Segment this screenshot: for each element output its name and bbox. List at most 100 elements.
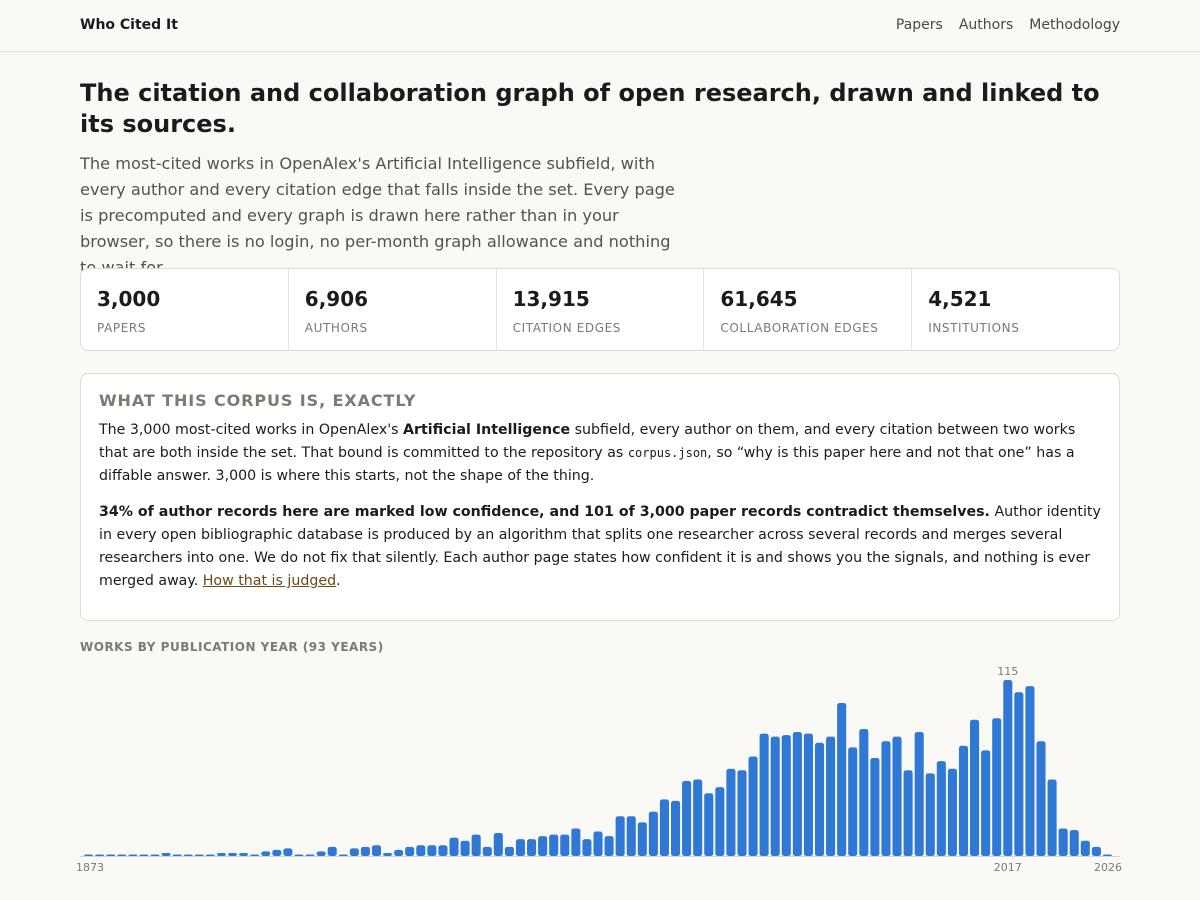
- year-bar[interactable]: [471, 834, 481, 856]
- year-bar[interactable]: [460, 840, 470, 856]
- year-bar[interactable]: [693, 779, 703, 856]
- year-bar[interactable]: [770, 736, 780, 856]
- year-bar[interactable]: [139, 854, 149, 856]
- year-bar[interactable]: [748, 756, 758, 856]
- year-bar[interactable]: [1025, 686, 1035, 856]
- year-bar[interactable]: [582, 839, 592, 856]
- year-bar[interactable]: [981, 750, 991, 856]
- year-bar[interactable]: [427, 845, 437, 856]
- year-bar[interactable]: [549, 834, 559, 856]
- year-bar[interactable]: [150, 854, 160, 856]
- year-bar[interactable]: [1102, 854, 1112, 856]
- nav-authors-link[interactable]: Authors: [958, 17, 1014, 33]
- year-bar[interactable]: [826, 736, 836, 856]
- year-bar[interactable]: [726, 768, 736, 856]
- year-bar[interactable]: [383, 852, 393, 856]
- year-bar[interactable]: [737, 770, 747, 856]
- year-bar[interactable]: [837, 702, 847, 856]
- year-bar[interactable]: [515, 839, 526, 856]
- year-bar[interactable]: [1003, 680, 1013, 856]
- year-bar[interactable]: [659, 799, 669, 856]
- year-bar[interactable]: [803, 733, 813, 856]
- nav-methodology-link[interactable]: Methodology: [1029, 17, 1120, 33]
- year-bar[interactable]: [781, 735, 791, 856]
- year-bar[interactable]: [848, 747, 858, 856]
- year-bar[interactable]: [1080, 840, 1090, 856]
- year-bar[interactable]: [327, 846, 337, 856]
- year-bar[interactable]: [936, 761, 946, 856]
- year-bar[interactable]: [117, 854, 127, 856]
- year-bar[interactable]: [814, 742, 825, 856]
- year-bar[interactable]: [161, 852, 171, 856]
- year-bar[interactable]: [626, 816, 636, 856]
- year-bar[interactable]: [250, 854, 260, 856]
- year-bar[interactable]: [438, 845, 448, 856]
- year-bar[interactable]: [405, 846, 415, 856]
- year-bar[interactable]: [682, 781, 692, 856]
- year-bar[interactable]: [1091, 846, 1101, 856]
- year-bar[interactable]: [183, 854, 193, 856]
- year-bar[interactable]: [205, 854, 215, 856]
- year-bar[interactable]: [958, 745, 969, 856]
- year-bar[interactable]: [903, 770, 913, 856]
- year-bar[interactable]: [992, 718, 1002, 856]
- year-bar[interactable]: [316, 851, 326, 856]
- year-bar[interactable]: [604, 836, 614, 856]
- year-bar[interactable]: [1036, 741, 1046, 856]
- year-bar[interactable]: [272, 849, 282, 856]
- year-bar[interactable]: [881, 741, 891, 856]
- year-bar[interactable]: [416, 845, 426, 856]
- year-bar[interactable]: [1047, 779, 1057, 856]
- corpus-text: Author identity in every open bibliograp…: [99, 504, 1101, 589]
- year-bar[interactable]: [648, 811, 658, 856]
- year-bar[interactable]: [449, 837, 459, 856]
- year-bar[interactable]: [870, 758, 880, 856]
- year-bar[interactable]: [305, 854, 315, 856]
- year-bar[interactable]: [482, 846, 492, 856]
- year-bar[interactable]: [670, 800, 681, 856]
- nav-papers-link[interactable]: Papers: [895, 17, 943, 33]
- year-bar[interactable]: [947, 768, 957, 856]
- year-bar[interactable]: [1058, 828, 1068, 856]
- year-bar[interactable]: [715, 787, 725, 856]
- year-bar[interactable]: [792, 732, 802, 856]
- year-bar[interactable]: [106, 854, 116, 856]
- year-bar[interactable]: [84, 854, 94, 856]
- year-bar[interactable]: [759, 733, 769, 856]
- year-bar[interactable]: [283, 848, 293, 856]
- year-bar[interactable]: [925, 773, 935, 856]
- year-bar[interactable]: [172, 854, 182, 856]
- year-bar[interactable]: [338, 854, 348, 856]
- year-bar[interactable]: [859, 728, 869, 856]
- year-bar[interactable]: [349, 848, 359, 856]
- year-bar[interactable]: [527, 839, 537, 856]
- year-bar[interactable]: [914, 732, 924, 856]
- year-bar[interactable]: [394, 849, 404, 856]
- year-bar[interactable]: [504, 846, 514, 856]
- year-bar[interactable]: [1069, 829, 1079, 856]
- year-bar[interactable]: [371, 845, 382, 856]
- year-bar[interactable]: [637, 822, 647, 856]
- year-bar[interactable]: [216, 852, 226, 856]
- year-bar[interactable]: [128, 854, 138, 856]
- year-bar[interactable]: [970, 719, 980, 856]
- year-bar[interactable]: [95, 854, 105, 856]
- year-bar[interactable]: [1014, 692, 1024, 856]
- year-bar[interactable]: [360, 846, 370, 856]
- year-bar[interactable]: [704, 793, 714, 856]
- year-bar[interactable]: [194, 854, 204, 856]
- how-judged-link[interactable]: How that is judged: [202, 573, 337, 589]
- site-brand[interactable]: Who Cited It: [80, 17, 178, 33]
- year-bar[interactable]: [615, 816, 625, 856]
- year-bar[interactable]: [294, 854, 304, 856]
- corpus-description-card: WHAT THIS CORPUS IS, EXACTLY The 3,000 m…: [80, 373, 1120, 621]
- year-bar[interactable]: [261, 851, 271, 856]
- year-bar[interactable]: [892, 736, 902, 856]
- year-bar[interactable]: [227, 852, 238, 856]
- year-bar[interactable]: [239, 852, 249, 856]
- year-bar[interactable]: [571, 828, 581, 856]
- year-bar[interactable]: [538, 836, 548, 856]
- year-bar[interactable]: [560, 834, 570, 856]
- year-bar[interactable]: [593, 831, 603, 856]
- year-bar[interactable]: [493, 833, 503, 856]
